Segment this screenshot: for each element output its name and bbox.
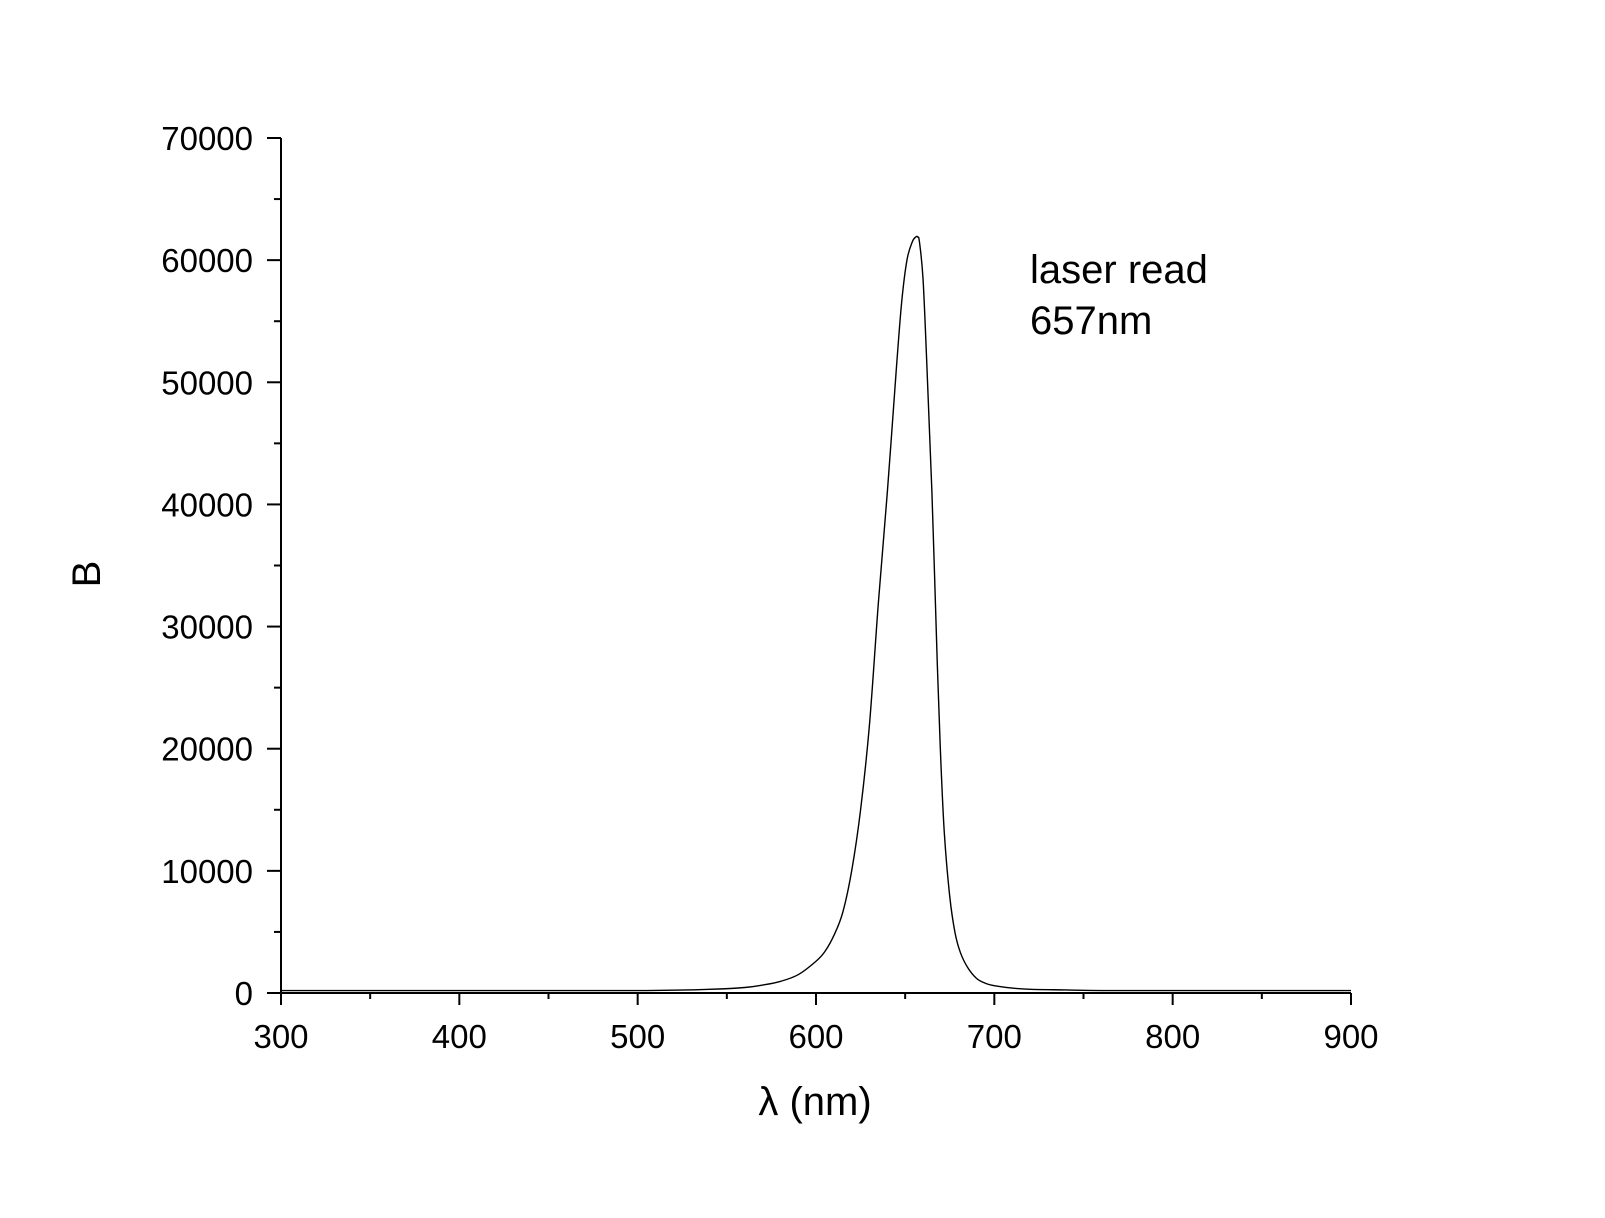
x-tick-label: 400 — [432, 1018, 487, 1055]
x-tick-label: 500 — [610, 1018, 665, 1055]
y-tick-label: 40000 — [161, 486, 253, 523]
y-axis-title: B — [65, 561, 109, 588]
y-tick-label: 50000 — [161, 364, 253, 401]
x-tick-label: 700 — [967, 1018, 1022, 1055]
y-tick-label: 60000 — [161, 242, 253, 279]
ticks: 300 400 500 600 700 800 900 0 10000 20000 30000 400… — [161, 120, 1378, 1055]
y-tick-label: 0 — [235, 975, 253, 1012]
x-tick-label: 900 — [1323, 1018, 1378, 1055]
y-tick-label: 10000 — [161, 853, 253, 890]
x-tick-label: 300 — [253, 1018, 308, 1055]
y-tick-label: 30000 — [161, 609, 253, 646]
y-tick-label: 70000 — [161, 120, 253, 157]
x-tick-label: 800 — [1145, 1018, 1200, 1055]
annotation-line2: 657nm — [1030, 299, 1152, 343]
spectrum-line — [281, 235, 1351, 992]
annotation-line1: laser read — [1030, 248, 1208, 292]
x-axis-title: λ (nm) — [758, 1080, 871, 1124]
x-tick-label: 600 — [788, 1018, 843, 1055]
y-tick-label: 20000 — [161, 731, 253, 768]
